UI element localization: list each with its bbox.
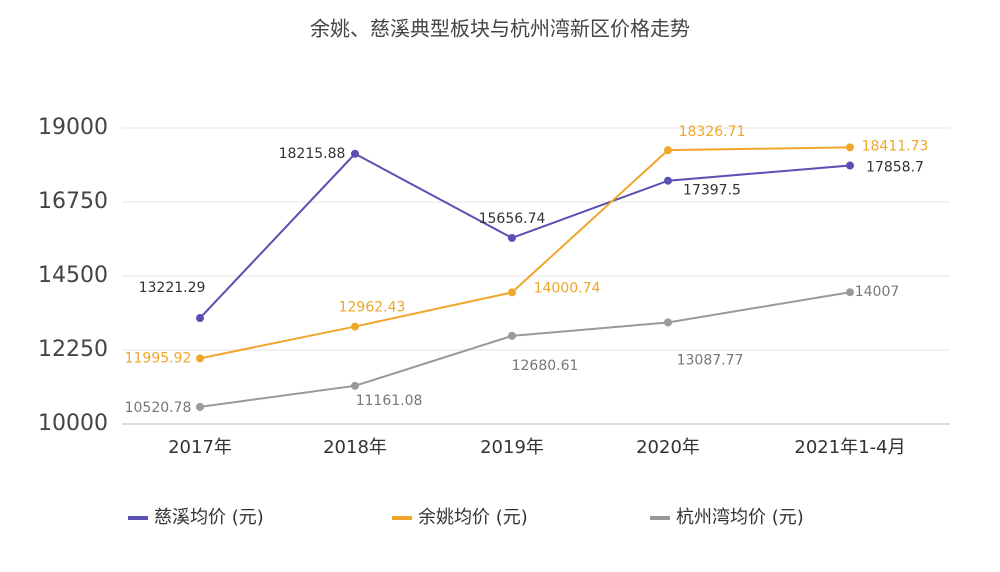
legend-label: 杭州湾均价 (元) xyxy=(676,507,804,528)
point xyxy=(351,149,359,158)
point xyxy=(664,176,672,185)
data-label: 18215.88 xyxy=(279,146,346,162)
data-label: 11161.08 xyxy=(356,393,423,409)
x-tick-label: 2020年 xyxy=(636,437,700,458)
data-label: 14007 xyxy=(855,284,900,300)
data-label: 17858.7 xyxy=(866,160,924,176)
y-tick-label: 16750 xyxy=(38,189,108,214)
point xyxy=(846,143,854,152)
data-label: 12680.61 xyxy=(512,358,579,374)
point xyxy=(664,146,672,155)
data-label: 12962.43 xyxy=(339,300,406,316)
point xyxy=(508,288,516,297)
data-label: 18326.71 xyxy=(679,124,746,140)
x-tick-label: 2019年 xyxy=(480,437,544,458)
data-label: 13221.29 xyxy=(139,280,206,296)
y-tick-label: 10000 xyxy=(38,411,108,436)
point xyxy=(664,318,672,327)
y-tick-label: 14500 xyxy=(38,263,108,288)
point xyxy=(846,161,854,170)
chart-title: 余姚、慈溪典型板块与杭州湾新区价格走势 xyxy=(310,17,690,41)
point xyxy=(351,322,359,331)
data-label: 11995.92 xyxy=(125,350,192,366)
point xyxy=(196,354,204,363)
data-label: 15656.74 xyxy=(479,211,546,227)
point xyxy=(196,402,204,411)
point xyxy=(351,381,359,390)
data-label: 18411.73 xyxy=(862,138,929,154)
data-label: 13087.77 xyxy=(677,352,744,368)
point xyxy=(846,288,854,297)
point xyxy=(196,314,204,323)
legend-label: 余姚均价 (元) xyxy=(418,507,528,528)
legend-label: 慈溪均价 (元) xyxy=(154,507,264,528)
data-label: 17397.5 xyxy=(683,183,741,199)
x-tick-label: 2017年 xyxy=(168,437,232,458)
x-tick-label: 2021年1-4月 xyxy=(794,437,905,458)
y-tick-label: 12250 xyxy=(38,337,108,362)
data-label: 14000.74 xyxy=(534,280,601,296)
point xyxy=(508,233,516,242)
data-label: 10520.78 xyxy=(125,400,192,416)
x-tick-label: 2018年 xyxy=(323,437,387,458)
line xyxy=(199,146,851,360)
line xyxy=(199,152,851,319)
y-tick-label: 19000 xyxy=(38,115,108,140)
point xyxy=(508,331,516,340)
